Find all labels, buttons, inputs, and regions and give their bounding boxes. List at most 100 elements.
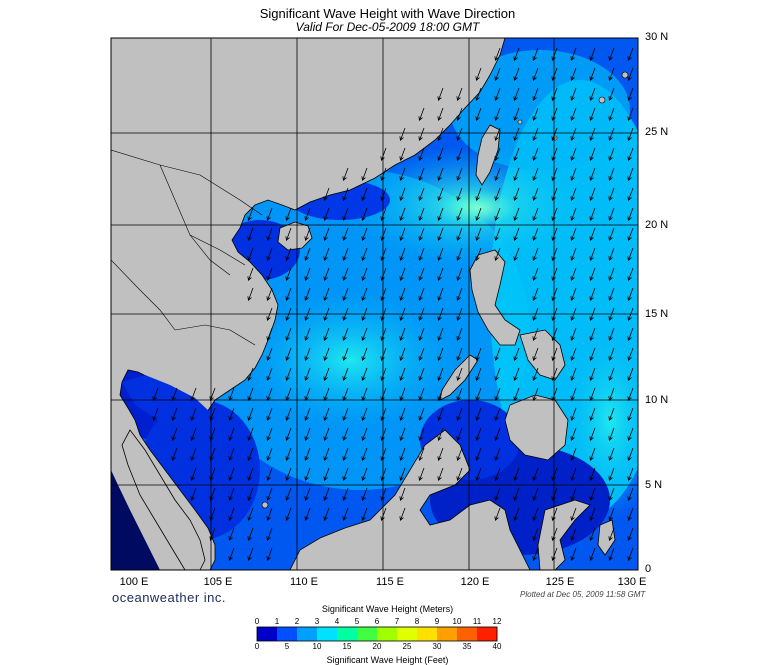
wave-arrow (399, 127, 406, 142)
colorbar-meters-tick: 6 (374, 617, 380, 626)
colorbar-meters-tick: 2 (294, 617, 300, 626)
wave-arrow (304, 387, 311, 402)
small-island (517, 119, 523, 125)
wave-arrow (494, 427, 501, 442)
wave-arrow (589, 487, 596, 502)
wave-arrow (418, 387, 425, 402)
wave-arrow (247, 487, 254, 502)
wave-arrow (361, 167, 368, 182)
wave-arrow (361, 187, 368, 202)
wave-arrow (323, 487, 330, 502)
small-island (621, 71, 629, 79)
wave-arrow (399, 307, 406, 322)
wave-arrow (627, 87, 634, 102)
wave-arrow (551, 467, 558, 482)
wave-arrow (456, 187, 463, 202)
wave-arrow (285, 387, 292, 402)
wave-arrow (266, 467, 273, 482)
wave-arrow (228, 387, 235, 402)
wave-arrow (152, 407, 159, 422)
wave-arrow (437, 207, 444, 222)
wave-arrow (494, 207, 501, 222)
wave-arrow (627, 147, 634, 162)
wave-arrow (342, 507, 349, 522)
wave-arrow (456, 347, 463, 362)
wave-arrow (627, 267, 634, 282)
wave-arrow (342, 247, 349, 262)
wave-arrow (532, 147, 539, 162)
wave-arrow (209, 507, 216, 522)
wave-arrow (589, 47, 596, 62)
wave-arrow (532, 367, 539, 382)
wave-arrow (570, 67, 577, 82)
wave-arrow (608, 327, 615, 342)
wave-arrow (513, 127, 520, 142)
wave-arrow (589, 387, 596, 402)
wave-arrow (475, 187, 482, 202)
wave-arrow (627, 227, 634, 242)
wave-arrow (171, 407, 178, 422)
wave-arrow (285, 327, 292, 342)
taiwan-island (475, 124, 501, 186)
wave-arrow (513, 187, 520, 202)
wave-arrow (513, 47, 520, 62)
wave-arrow (513, 367, 520, 382)
wave-arrow (418, 267, 425, 282)
wave-arrow (627, 367, 634, 382)
small-island (598, 96, 606, 104)
wave-arrow (532, 167, 539, 182)
wave-arrow (570, 167, 577, 182)
wave-arrow (513, 387, 520, 402)
wave-arrow (570, 227, 577, 242)
wave-arrow (323, 207, 330, 222)
wave-arrow (589, 367, 596, 382)
wave-arrow (285, 247, 292, 262)
wave-arrow (190, 387, 197, 402)
wave-arrow (627, 67, 634, 82)
lat-label-10n: 10 N (645, 394, 669, 406)
wave-arrow (589, 427, 596, 442)
wave-arrow (399, 347, 406, 362)
wave-arrow (342, 307, 349, 322)
wave-arrow (551, 87, 558, 102)
wave-arrow (456, 267, 463, 282)
wave-arrow (570, 107, 577, 122)
wave-arrow (209, 407, 216, 422)
wave-arrow (266, 287, 273, 302)
wave-arrow (342, 187, 349, 202)
wave-arrow (342, 227, 349, 242)
wave-arrow (152, 387, 159, 402)
wave-arrow (589, 127, 596, 142)
wave-arrow (323, 287, 330, 302)
wave-arrow (608, 487, 615, 502)
wave-arrow (570, 307, 577, 322)
wave-arrow (627, 507, 634, 522)
wave-arrow (380, 427, 387, 442)
wave-arrow (532, 527, 539, 542)
wave-arrow (494, 467, 501, 482)
wave-arrow (627, 407, 634, 422)
wave-arrow (589, 267, 596, 282)
colorbar-feet-tick: 10 (312, 642, 322, 651)
wave-arrow (437, 287, 444, 302)
colorbar-segment (377, 627, 398, 641)
wave-arrow (456, 367, 463, 382)
wave-arrow (570, 87, 577, 102)
wave-arrow (190, 467, 197, 482)
wave-arrow (513, 247, 520, 262)
wave-arrow (247, 527, 254, 542)
wave-arrow (418, 367, 425, 382)
colorbar-segment (457, 627, 478, 641)
colorbar-meters-tick: 4 (334, 617, 340, 626)
wave-arrow (437, 347, 444, 362)
wave-arrow (304, 367, 311, 382)
wave-arrow (570, 467, 577, 482)
wave-arrow (437, 167, 444, 182)
wave-arrow (551, 187, 558, 202)
mindanao-island (504, 394, 569, 461)
malay-peninsula (121, 429, 206, 570)
wave-arrow (285, 367, 292, 382)
wave-arrow (570, 367, 577, 382)
wave-arrow (380, 387, 387, 402)
wave-arrow (361, 367, 368, 382)
